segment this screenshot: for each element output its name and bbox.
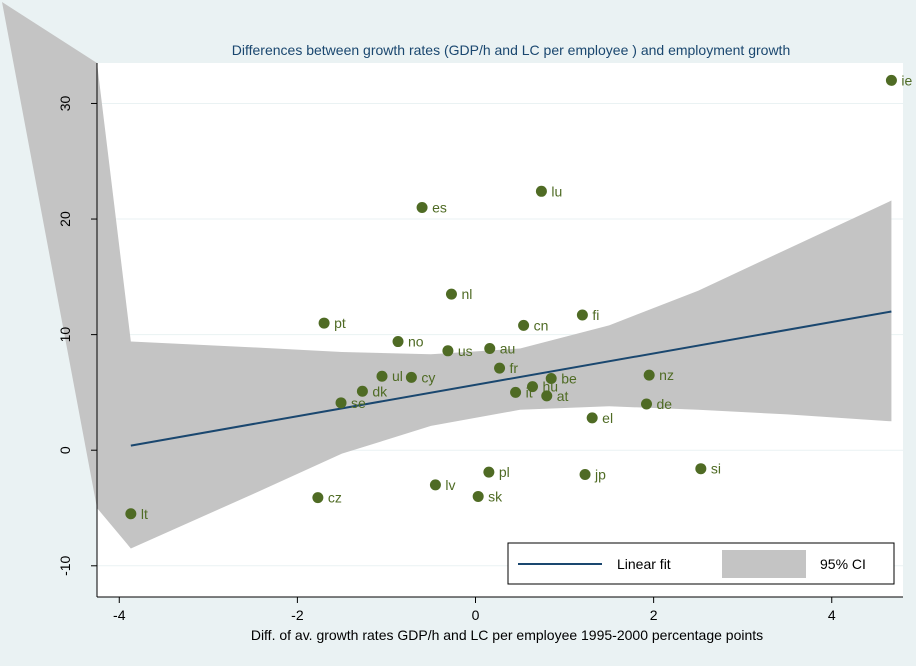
data-point-at bbox=[541, 390, 553, 402]
y-tick-label: 10 bbox=[57, 327, 73, 343]
data-point-ul bbox=[376, 370, 388, 382]
point-label-at: at bbox=[557, 388, 569, 404]
point-label-de: de bbox=[657, 396, 673, 412]
y-tick-label: -10 bbox=[57, 555, 73, 575]
fit-line-layer bbox=[130, 310, 892, 447]
fit-line bbox=[130, 310, 892, 447]
legend: Linear fit 95% CI bbox=[507, 542, 895, 585]
ci-band-layer bbox=[2, 2, 892, 549]
point-label-lt: lt bbox=[141, 506, 148, 522]
point-label-sk: sk bbox=[488, 488, 503, 504]
ci-band bbox=[2, 2, 892, 549]
point-label-fr: fr bbox=[510, 360, 519, 376]
y-tick-label: 20 bbox=[57, 211, 73, 227]
data-point-cn bbox=[518, 319, 530, 331]
data-point-lv bbox=[429, 479, 441, 491]
point-label-nl: nl bbox=[461, 286, 472, 302]
point-label-cy: cy bbox=[421, 369, 435, 385]
x-tick-label: 0 bbox=[472, 607, 480, 623]
data-point-de bbox=[641, 398, 653, 410]
data-point-be bbox=[545, 373, 557, 385]
data-point-jp bbox=[579, 468, 591, 480]
point-label-dk: dk bbox=[372, 383, 388, 399]
point-label-ie: ie bbox=[901, 72, 912, 88]
point-label-fi: fi bbox=[592, 307, 599, 323]
point-label-nz: nz bbox=[659, 367, 674, 383]
x-tick-label: -4 bbox=[113, 607, 126, 623]
data-point-fr bbox=[494, 362, 506, 374]
data-point-se bbox=[335, 397, 347, 409]
x-tick-label: -2 bbox=[291, 607, 304, 623]
data-point-es bbox=[416, 201, 428, 213]
point-label-au: au bbox=[500, 340, 516, 356]
y-tick-label: 30 bbox=[57, 95, 73, 111]
data-point-no bbox=[392, 336, 404, 348]
data-point-nl bbox=[445, 288, 457, 300]
data-point-cy bbox=[405, 371, 417, 383]
data-point-cz bbox=[312, 492, 324, 504]
point-label-el: el bbox=[602, 410, 613, 426]
data-point-dk bbox=[356, 385, 368, 397]
data-point-lu bbox=[535, 185, 547, 197]
point-label-cn: cn bbox=[534, 317, 549, 333]
point-label-pl: pl bbox=[499, 464, 510, 480]
data-point-it bbox=[510, 386, 522, 398]
point-label-si: si bbox=[711, 461, 721, 477]
point-label-be: be bbox=[561, 371, 577, 387]
point-label-it: it bbox=[526, 384, 533, 400]
point-label-cz: cz bbox=[328, 490, 342, 506]
point-label-jp: jp bbox=[594, 466, 606, 482]
point-label-us: us bbox=[458, 343, 473, 359]
legend-ci-label: 95% CI bbox=[820, 556, 866, 572]
data-point-nz bbox=[643, 369, 655, 381]
data-point-pl bbox=[483, 466, 495, 478]
legend-ci-swatch bbox=[722, 550, 806, 578]
data-point-lt bbox=[125, 508, 137, 520]
data-point-us bbox=[442, 345, 454, 357]
point-label-es: es bbox=[432, 199, 447, 215]
data-point-ie bbox=[885, 74, 897, 86]
y-tick-label: 0 bbox=[57, 446, 73, 454]
data-point-pt bbox=[318, 317, 330, 329]
point-label-ul: ul bbox=[392, 368, 403, 384]
legend-fit-label: Linear fit bbox=[617, 556, 671, 572]
data-point-el bbox=[586, 412, 598, 424]
chart-title: Differences between growth rates (GDP/h … bbox=[232, 42, 790, 58]
point-label-lv: lv bbox=[445, 477, 455, 493]
x-tick-label: 2 bbox=[650, 607, 658, 623]
data-point-au bbox=[484, 342, 496, 354]
data-point-hu bbox=[527, 381, 539, 393]
x-axis-label: Diff. of av. growth rates GDP/h and LC p… bbox=[251, 627, 763, 643]
axes: -4 -2 0 2 4 -10 0 10 20 30 bbox=[57, 63, 903, 623]
point-label-no: no bbox=[408, 334, 424, 350]
data-point-fi bbox=[576, 309, 588, 321]
point-label-lu: lu bbox=[551, 183, 562, 199]
data-point-si bbox=[695, 463, 707, 475]
x-tick-label: 4 bbox=[828, 607, 836, 623]
point-label-pt: pt bbox=[334, 315, 346, 331]
point-label-se: se bbox=[351, 395, 366, 411]
data-point-sk bbox=[472, 490, 484, 502]
